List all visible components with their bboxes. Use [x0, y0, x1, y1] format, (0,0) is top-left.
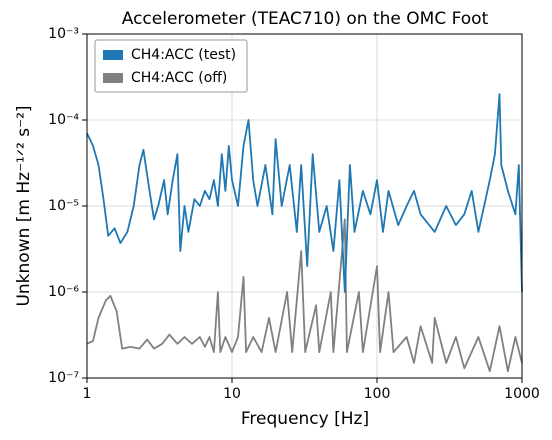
series-line [86, 93, 523, 293]
series-line [86, 218, 523, 373]
x-tick-label: 10 [223, 386, 241, 402]
y-tick-label: 10⁻⁶ [48, 284, 79, 300]
y-tick-label: 10⁻⁴ [48, 112, 79, 128]
legend-swatch [103, 50, 123, 60]
y-tick-label: 10⁻⁷ [48, 370, 79, 386]
x-axis-label: Frequency [Hz] [241, 409, 369, 429]
y-tick-label: 10⁻⁵ [48, 198, 79, 214]
x-tick-label: 1 [83, 386, 92, 402]
legend-box [94, 39, 248, 93]
plot-frame [86, 33, 523, 379]
legend-swatch [103, 73, 123, 83]
x-tick-label: 100 [364, 386, 391, 402]
legend-label: CH4:ACC (off) [131, 70, 227, 86]
y-axis-label: Unknown [m Hz⁻¹ᐟ² s⁻²] [14, 105, 34, 306]
legend-label: CH4:ACC (test) [131, 47, 236, 63]
chart-title: Accelerometer (TEAC710) on the OMC Foot [122, 9, 489, 29]
y-tick-label: 10⁻³ [48, 26, 79, 42]
x-tick-label: 1000 [504, 386, 540, 402]
